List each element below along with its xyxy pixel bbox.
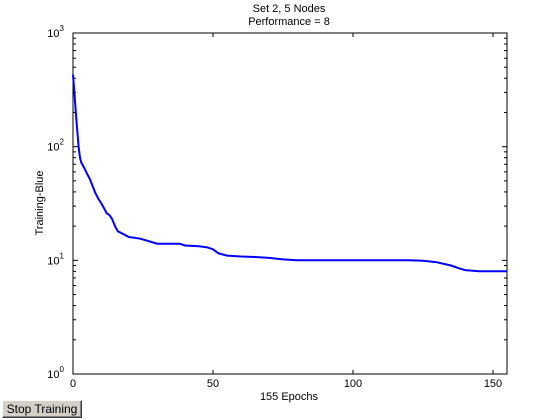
x-tick-label: 100 [344,378,362,390]
chart-title-line-1: Set 2, 5 Nodes [253,3,326,15]
y-axis-ticks: 100 101 102 103 [47,24,507,381]
training-error-line [72,74,507,273]
y-tick-label: 103 [47,24,64,40]
y-tick-label: 100 [47,365,64,381]
stop-training-button[interactable]: Stop Training [2,400,82,418]
series-layer [72,74,507,273]
chart-title-line-2: Performance = 8 [248,16,330,28]
y-axis-label: Training-Blue [34,170,46,235]
x-tick-label: 0 [70,378,76,390]
x-axis-ticks: 0 50 100 150 [70,33,502,390]
y-tick-label: 102 [47,138,64,154]
y-tick-label: 101 [47,251,64,267]
x-axis-label: 155 Epochs [260,391,319,403]
plot-area [72,32,508,375]
x-tick-label: 150 [484,378,502,390]
x-tick-label: 50 [207,378,219,390]
